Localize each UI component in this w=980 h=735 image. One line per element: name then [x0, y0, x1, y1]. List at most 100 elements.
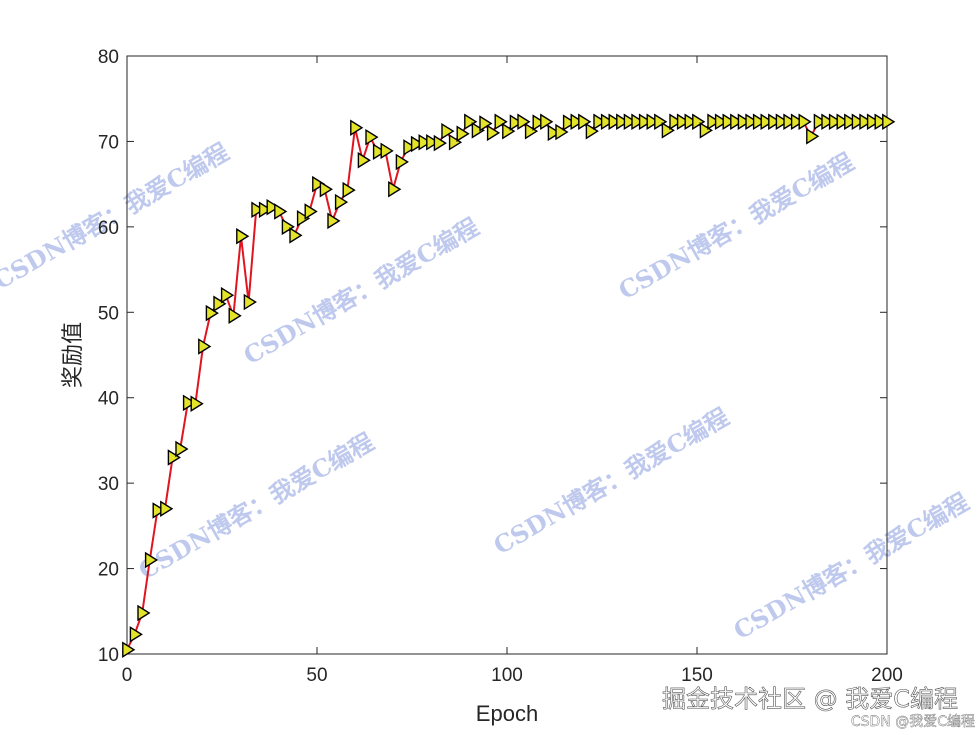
data-point-marker [798, 113, 812, 131]
data-point-marker [213, 295, 227, 313]
data-point-marker [220, 286, 235, 304]
data-point-marker [380, 142, 394, 160]
data-point-marker [266, 198, 280, 216]
data-point-marker [578, 113, 592, 131]
data-point-marker [585, 122, 599, 140]
data-point-marker [471, 122, 485, 139]
data-point-marker [281, 218, 295, 236]
data-point-marker [821, 113, 835, 131]
x-tick-label: 0 [122, 665, 133, 686]
data-point-marker [783, 113, 797, 131]
y-tick-label: 30 [98, 474, 119, 495]
watermark-text: CSDN博客：我爱C编程 [0, 137, 234, 295]
data-point-marker [608, 113, 622, 131]
data-point-marker [144, 551, 159, 569]
data-point-marker [600, 113, 615, 131]
data-point-marker [524, 122, 539, 140]
data-point-marker [372, 143, 387, 160]
data-point-marker [182, 394, 197, 412]
data-point-marker [752, 113, 767, 131]
data-point-marker [236, 227, 250, 245]
data-point-marker [562, 114, 577, 131]
data-point-marker [707, 113, 721, 131]
data-point-marker [395, 153, 409, 171]
y-tick-label: 60 [98, 218, 119, 239]
data-point-marker [813, 113, 827, 131]
data-point-marker [692, 113, 706, 131]
series-reward [122, 113, 896, 658]
data-point-marker [623, 113, 637, 131]
data-point-marker [593, 113, 607, 131]
data-point-marker [631, 113, 645, 131]
data-point-marker [555, 123, 569, 141]
data-point-marker [456, 125, 470, 143]
data-point-marker [844, 113, 858, 131]
data-point-marker [175, 440, 189, 458]
watermark-text: CSDN博客：我爱C编程 [614, 147, 859, 305]
data-point-marker [699, 122, 713, 139]
data-point-marker [654, 113, 668, 131]
data-point-marker [433, 134, 447, 152]
y-tick-label: 10 [98, 645, 119, 666]
data-point-marker [676, 113, 691, 131]
data-point-marker [851, 113, 865, 131]
data-point-marker [638, 113, 653, 131]
x-tick-label: 200 [871, 665, 903, 686]
data-point-marker [190, 395, 204, 412]
data-point-marker [532, 114, 546, 131]
data-point-marker [866, 113, 881, 131]
watermark-text: CSDN博客：我爱C编程 [729, 487, 974, 645]
plot-area-frame [126, 55, 888, 655]
data-point-marker [410, 135, 425, 153]
watermark-text: CSDN博客：我爱C编程 [239, 212, 484, 370]
data-point-marker [836, 113, 850, 131]
data-point-marker [289, 227, 303, 244]
y-tick-label: 80 [98, 47, 119, 68]
data-point-marker [160, 500, 174, 518]
x-tick-label: 150 [681, 665, 713, 686]
data-point-marker [418, 134, 432, 151]
data-point-marker [828, 113, 843, 131]
x-tick-label: 50 [306, 665, 327, 686]
data-point-marker [137, 604, 151, 622]
data-point-marker [296, 210, 311, 227]
data-point-marker [790, 113, 805, 131]
data-point-marker [646, 113, 660, 131]
data-point-marker [882, 113, 896, 131]
data-point-marker [350, 119, 364, 137]
data-point-marker [426, 134, 440, 151]
data-point-marker [714, 113, 729, 131]
y-axis-label: 奖励值 [60, 322, 85, 388]
data-point-marker [464, 113, 478, 131]
data-point-marker [319, 181, 333, 198]
data-point-marker [517, 113, 531, 131]
data-point-marker [494, 113, 508, 131]
y-tick-label: 50 [98, 303, 119, 324]
data-point-marker [540, 113, 554, 131]
data-point-marker [737, 113, 751, 131]
data-point-marker [342, 181, 356, 199]
data-point-marker [365, 128, 379, 146]
data-point-marker [616, 113, 630, 131]
data-point-marker [859, 113, 873, 131]
data-point-marker [334, 193, 349, 211]
data-point-marker [243, 293, 257, 311]
data-point-marker [486, 124, 501, 142]
data-point-marker [357, 151, 371, 169]
data-point-marker [730, 113, 744, 131]
axis-tick-labels: 0 50 100 150 200 10 20 30 40 50 60 70 80 [98, 47, 903, 686]
data-point-marker [775, 113, 789, 131]
data-point-marker [258, 201, 273, 219]
footer-watermark-sub: CSDN @我爱C编程 [851, 714, 975, 730]
data-point-marker [388, 181, 402, 198]
y-tick-label: 20 [98, 560, 119, 581]
data-point-marker [760, 113, 774, 131]
data-point-marker [198, 338, 212, 355]
data-point-marker [509, 114, 523, 131]
data-point-marker [448, 134, 463, 151]
watermark-text: CSDN博客：我爱C编程 [134, 427, 379, 585]
y-tick-label: 70 [98, 132, 119, 153]
data-point-marker [684, 113, 698, 131]
data-point-marker [479, 115, 493, 132]
data-point-marker [570, 113, 584, 131]
